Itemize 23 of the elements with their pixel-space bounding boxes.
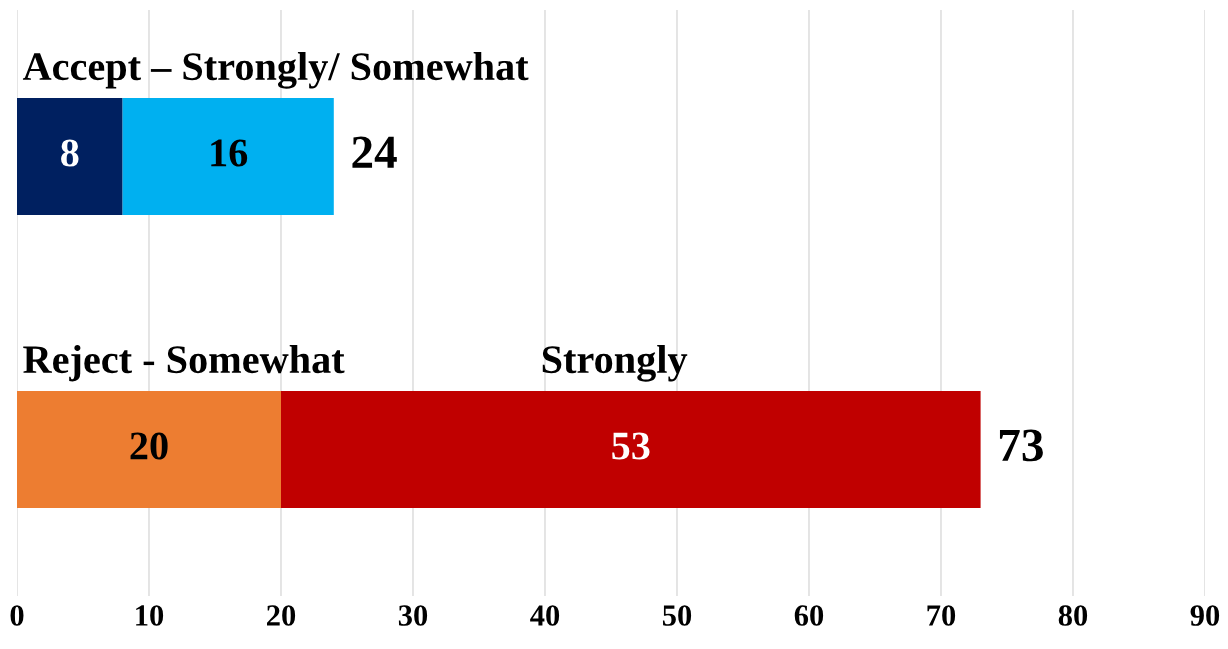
x-tick-label: 20 bbox=[267, 605, 296, 626]
total-label: 73 bbox=[999, 429, 1043, 462]
bar bbox=[17, 97, 123, 216]
x-tick-label: 60 bbox=[794, 605, 824, 626]
x-tick-label: 0 bbox=[10, 605, 24, 626]
y-tick-label: Accept – Strongly/ Somewhat bbox=[22, 51, 529, 89]
bar bbox=[281, 390, 981, 509]
total-label: 24 bbox=[352, 136, 397, 168]
data-label: 53 bbox=[612, 432, 650, 460]
data-label: 8 bbox=[61, 139, 79, 167]
x-tick-label: 70 bbox=[927, 605, 956, 626]
x-tick-label: 90 bbox=[1190, 605, 1220, 626]
bar bbox=[122, 97, 334, 216]
x-tick-label: 40 bbox=[530, 605, 560, 626]
x-tick-label: 80 bbox=[1058, 605, 1088, 626]
data-label: 16 bbox=[211, 139, 248, 167]
x-tick-label: 50 bbox=[662, 605, 692, 626]
x-tick-label: 30 bbox=[398, 605, 428, 626]
data-label: 20 bbox=[130, 432, 168, 460]
annotation: Strongly bbox=[542, 344, 688, 382]
y-tick-label: Reject - Somewhat bbox=[23, 344, 345, 382]
x-tick-label: 10 bbox=[136, 605, 164, 626]
bar bbox=[17, 390, 281, 509]
